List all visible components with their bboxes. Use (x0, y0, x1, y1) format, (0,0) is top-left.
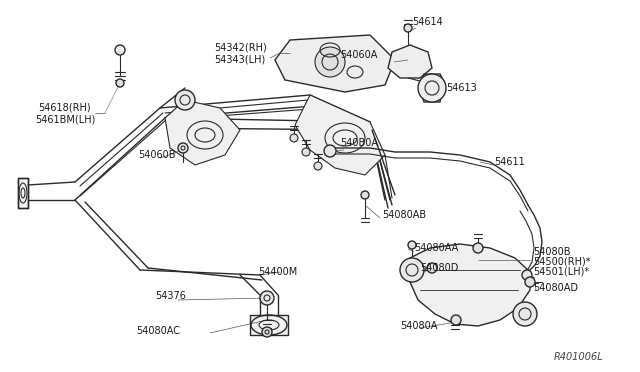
Text: R401006L: R401006L (554, 352, 604, 362)
Circle shape (451, 315, 461, 325)
Circle shape (178, 143, 188, 153)
Text: 54080AB: 54080AB (382, 210, 426, 220)
Text: 54613: 54613 (446, 83, 477, 93)
Circle shape (427, 263, 437, 273)
Circle shape (314, 162, 322, 170)
Circle shape (513, 302, 537, 326)
Text: 54501(LH)*: 54501(LH)* (533, 267, 589, 277)
Circle shape (260, 291, 274, 305)
Text: 54342(RH): 54342(RH) (214, 43, 267, 53)
Text: 54060A: 54060A (340, 50, 378, 60)
Polygon shape (275, 35, 395, 92)
Polygon shape (250, 315, 288, 335)
Text: 54611: 54611 (494, 157, 525, 167)
Circle shape (400, 258, 424, 282)
Circle shape (404, 24, 412, 32)
Circle shape (473, 243, 483, 253)
Circle shape (262, 327, 272, 337)
Circle shape (175, 90, 195, 110)
Text: 54080A: 54080A (400, 321, 437, 331)
Circle shape (525, 277, 535, 287)
Circle shape (408, 241, 416, 249)
Circle shape (116, 79, 124, 87)
Text: 54080AC: 54080AC (136, 326, 180, 336)
Text: 54060B: 54060B (138, 150, 175, 160)
Circle shape (302, 148, 310, 156)
Text: 54080AD: 54080AD (533, 283, 578, 293)
Polygon shape (410, 244, 530, 326)
Text: 540B0A: 540B0A (340, 138, 378, 148)
Circle shape (361, 191, 369, 199)
Text: 54376: 54376 (155, 291, 186, 301)
Circle shape (522, 270, 532, 280)
Polygon shape (295, 95, 385, 175)
Text: 54080B: 54080B (533, 247, 570, 257)
Text: 54614: 54614 (412, 17, 443, 27)
Circle shape (324, 145, 336, 157)
Text: 54080D: 54080D (420, 263, 458, 273)
Text: 54080AA: 54080AA (414, 243, 458, 253)
Text: 54343(LH): 54343(LH) (214, 54, 265, 64)
Text: 5461BM(LH): 5461BM(LH) (35, 114, 95, 124)
Circle shape (315, 47, 345, 77)
Circle shape (115, 45, 125, 55)
Polygon shape (18, 178, 28, 208)
Text: 54618(RH): 54618(RH) (38, 103, 91, 113)
Text: 54500(RH)*: 54500(RH)* (533, 257, 591, 267)
Circle shape (290, 134, 298, 142)
Text: 54400M: 54400M (258, 267, 297, 277)
Polygon shape (165, 100, 240, 165)
Circle shape (418, 74, 446, 102)
Polygon shape (388, 45, 432, 78)
